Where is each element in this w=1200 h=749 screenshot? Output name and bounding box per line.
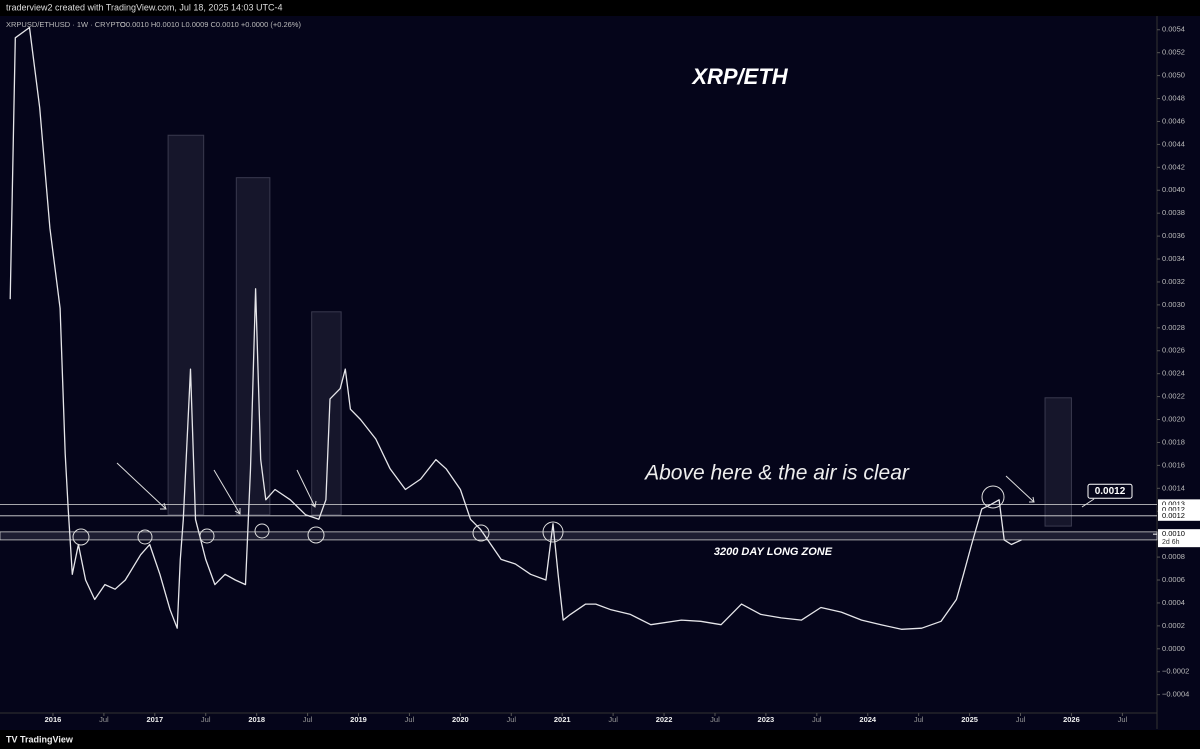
y-tick-label: −0.0002: [1162, 667, 1189, 676]
level-label: 0.0012: [1162, 505, 1185, 514]
drawings: [72, 462, 1095, 546]
x-tick-label: 2023: [758, 715, 775, 724]
y-tick-label: 0.0032: [1162, 277, 1185, 286]
circle-marker: [472, 524, 490, 542]
x-tick-label: Jul: [608, 715, 618, 724]
arrow: [116, 462, 167, 510]
circle-marker: [981, 485, 1005, 509]
brand: TradingView: [20, 734, 74, 744]
x-tick-label: Jul: [812, 715, 822, 724]
x-tick-label: Jul: [201, 715, 211, 724]
y-tick-label: 0.0014: [1162, 483, 1185, 492]
y-tick-label: 0.0046: [1162, 116, 1185, 125]
y-tick-label: 0.0052: [1162, 48, 1185, 57]
circle-marker: [254, 523, 270, 539]
x-tick-label: 2017: [146, 715, 163, 724]
ohlc: O0.0010 H0.0010 L0.0009 C0.0010 +0.0000 …: [120, 20, 301, 29]
x-tick-label: 2026: [1063, 715, 1080, 724]
callout-label: 0.0012: [1095, 486, 1126, 497]
y-tick-label: 0.0024: [1162, 369, 1185, 378]
symbol: XRPUSD/ETHUSD · 1W · CRYPTO: [6, 20, 126, 29]
y-tick-label: 0.0040: [1162, 185, 1185, 194]
x-tick-label: 2021: [554, 715, 571, 724]
x-tick-label: 2024: [859, 715, 877, 724]
x-tick-label: 2025: [961, 715, 978, 724]
y-tick-label: 0.0000: [1162, 644, 1185, 653]
y-tick-label: 0.0026: [1162, 346, 1185, 355]
y-tick-label: 0.0054: [1162, 25, 1185, 34]
y-tick-label: 0.0016: [1162, 460, 1185, 469]
footer-bar: [0, 730, 1200, 749]
level-tag: [1158, 510, 1200, 521]
chart-title: XRP/ETH: [690, 64, 788, 89]
x-tick-label: Jul: [99, 715, 109, 724]
y-tick-label: 0.0048: [1162, 94, 1185, 103]
callout-box: [1087, 483, 1133, 499]
y-tick-label: −0.0004: [1162, 690, 1189, 699]
x-tick-label: Jul: [506, 715, 516, 724]
y-tick-label: 0.0002: [1162, 621, 1185, 630]
y-tick-label: 0.0038: [1162, 208, 1185, 217]
y-tick-label: 0.0022: [1162, 392, 1185, 401]
highlight-box: [235, 177, 271, 516]
last-price-tag: [1158, 529, 1200, 548]
annotation: 3200 DAY LONG ZONE: [714, 546, 833, 558]
arrow: [213, 469, 241, 515]
annotation: Above here & the air is clear: [643, 462, 910, 485]
arrow: [1005, 475, 1035, 503]
y-tick-label: 0.0034: [1162, 254, 1185, 263]
arrow: [296, 469, 317, 508]
x-tick-label: Jul: [710, 715, 720, 724]
x-tick-label: Jul: [914, 715, 924, 724]
y-tick-label: 0.0020: [1162, 415, 1185, 424]
x-tick-label: 2016: [45, 715, 62, 724]
y-tick-label: 0.0028: [1162, 323, 1185, 332]
y-tick-label: 0.0036: [1162, 231, 1185, 240]
level-tag: [1158, 499, 1200, 510]
price-line: [9, 26, 1022, 630]
highlight-box: [167, 134, 205, 516]
x-tick-label: Jul: [303, 715, 313, 724]
y-tick-label: 0.0008: [1162, 552, 1185, 561]
highlight-box: [1044, 397, 1072, 527]
long-zone: [0, 531, 1158, 541]
y-tick-label: 0.0044: [1162, 139, 1185, 148]
countdown: 2d 6h: [1162, 539, 1180, 546]
circle-marker: [199, 528, 215, 544]
circle-marker: [137, 529, 153, 545]
y-tick-label: 0.0004: [1162, 598, 1185, 607]
level-label: 0.0012: [1162, 511, 1185, 520]
x-tick-label: Jul: [405, 715, 415, 724]
y-tick-label: 0.0030: [1162, 300, 1185, 309]
level-label: 0.0013: [1162, 499, 1185, 508]
brand-logo: TV: [6, 734, 18, 744]
top-bar: [0, 0, 1200, 16]
level-tag: [1158, 505, 1200, 516]
x-tick-label: 2022: [656, 715, 673, 724]
callout-line: [1081, 498, 1095, 508]
x-tick-label: 2018: [248, 715, 265, 724]
x-tick-label: 2019: [350, 715, 367, 724]
x-tick-label: Jul: [1016, 715, 1026, 724]
circle-marker: [72, 528, 90, 546]
y-tick-label: 0.0042: [1162, 162, 1185, 171]
circle-marker: [307, 526, 325, 544]
y-tick-label: 0.0018: [1162, 437, 1185, 446]
last-price-label: 0.0010: [1162, 529, 1185, 538]
circle-marker: [542, 521, 564, 543]
plot: [0, 26, 1158, 630]
y-tick-label: 0.0050: [1162, 71, 1185, 80]
y-tick-label: 0.0006: [1162, 575, 1185, 584]
x-tick-label: Jul: [1118, 715, 1128, 724]
credit: traderview2 created with TradingView.com…: [6, 2, 282, 12]
x-tick-label: 2020: [452, 715, 469, 724]
